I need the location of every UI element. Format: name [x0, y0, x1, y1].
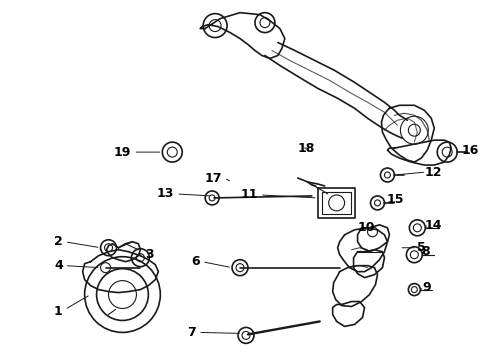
- Text: 11: 11: [241, 188, 258, 202]
- Text: 7: 7: [188, 326, 196, 339]
- Text: 15: 15: [387, 193, 404, 206]
- Text: 16: 16: [461, 144, 479, 157]
- Text: 18: 18: [298, 141, 315, 155]
- Text: 12: 12: [424, 166, 442, 179]
- Text: 9: 9: [422, 281, 431, 294]
- Text: 10: 10: [358, 221, 375, 234]
- Text: 1: 1: [54, 305, 63, 318]
- Text: 2: 2: [54, 235, 63, 248]
- Text: 3: 3: [146, 248, 154, 261]
- Text: 17: 17: [205, 171, 222, 185]
- Text: 6: 6: [192, 255, 200, 268]
- Text: 14: 14: [424, 219, 442, 232]
- Text: 5: 5: [417, 241, 426, 254]
- Text: 13: 13: [157, 188, 174, 201]
- Text: 8: 8: [421, 245, 430, 258]
- Text: 19: 19: [113, 145, 130, 159]
- Text: 4: 4: [54, 259, 63, 272]
